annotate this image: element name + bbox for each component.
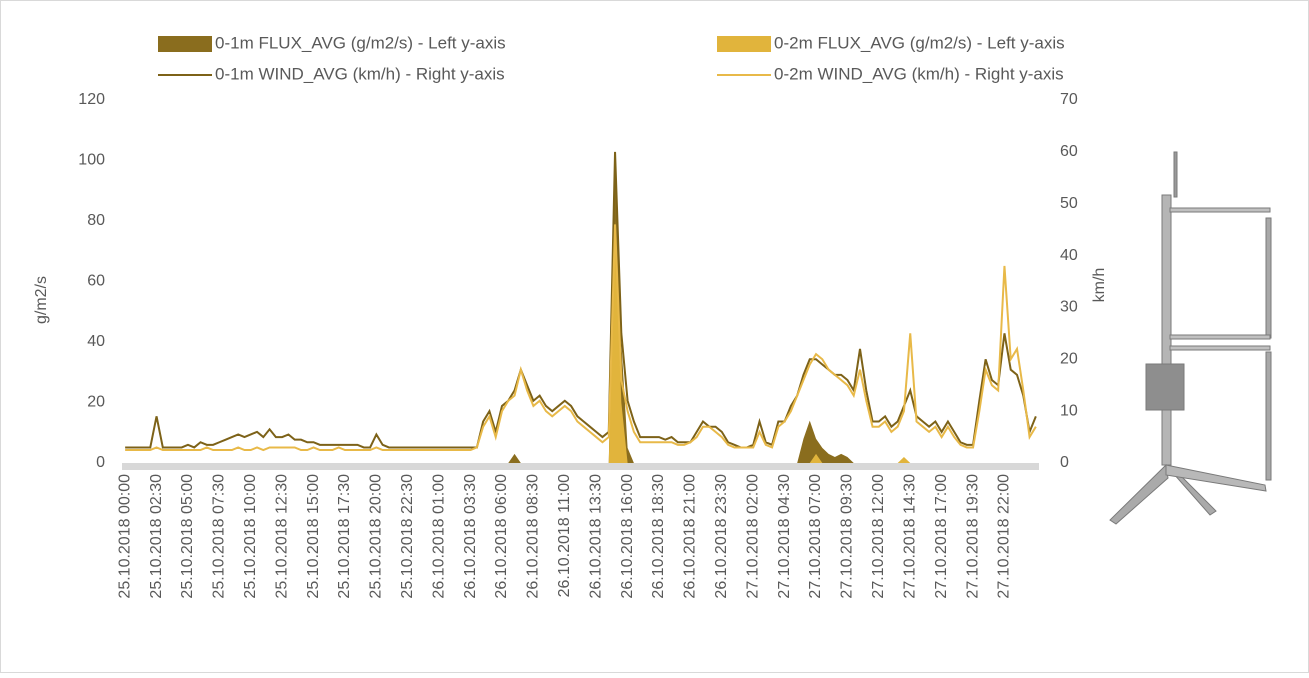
x-tick-label: 27.10.2018 09:30 — [839, 474, 856, 599]
x-tick-label: 26.10.2018 01:00 — [430, 474, 447, 599]
y-axis-title: g/m2/s — [33, 276, 50, 324]
mast-illustration — [1109, 151, 1272, 525]
x-tick-label: 26.10.2018 16:00 — [619, 474, 636, 599]
x-tick-label: 25.10.2018 00:00 — [116, 474, 133, 599]
x-tick-label: 27.10.2018 12:00 — [870, 474, 887, 599]
y-tick-label: 0 — [96, 454, 105, 471]
y2-tick-label: 70 — [1060, 91, 1078, 108]
x-tick-label: 27.10.2018 14:30 — [901, 474, 918, 599]
y2-tick-label: 30 — [1060, 299, 1078, 316]
x-tick-label: 25.10.2018 02:30 — [148, 474, 165, 599]
y-tick-label: 80 — [87, 212, 105, 229]
x-tick-label: 26.10.2018 06:00 — [493, 474, 510, 599]
axis-band — [122, 463, 1039, 470]
y2-tick-label: 40 — [1060, 247, 1078, 264]
x-tick-label: 25.10.2018 12:30 — [273, 474, 290, 599]
y2-axis-title: km/h — [1091, 268, 1108, 303]
legend-label: 0-2m WIND_AVG (km/h) - Right y-axis — [774, 64, 1064, 83]
x-tick-label: 27.10.2018 22:00 — [996, 474, 1013, 599]
x-tick-label: 27.10.2018 02:00 — [744, 474, 761, 599]
x-tick-label: 26.10.2018 11:00 — [556, 474, 573, 597]
x-tick-label: 25.10.2018 07:30 — [211, 474, 228, 599]
legend-label: 0-2m FLUX_AVG (g/m2/s) - Left y-axis — [774, 33, 1065, 52]
x-tick-label: 25.10.2018 05:00 — [179, 474, 196, 599]
legend-swatch — [158, 36, 212, 52]
x-tick-label: 26.10.2018 18:30 — [650, 474, 667, 599]
y2-tick-label: 50 — [1060, 195, 1078, 212]
y-tick-label: 100 — [78, 152, 105, 169]
x-tick-label: 26.10.2018 21:00 — [682, 474, 699, 599]
x-tick-label: 25.10.2018 17:30 — [336, 474, 353, 599]
x-tick-label: 26.10.2018 08:30 — [525, 474, 542, 599]
x-tick-label: 25.10.2018 22:30 — [399, 474, 416, 599]
legend-label: 0-1m FLUX_AVG (g/m2/s) - Left y-axis — [215, 33, 506, 52]
x-tick-label: 27.10.2018 19:30 — [964, 474, 981, 599]
x-tick-label: 26.10.2018 13:30 — [587, 474, 604, 599]
x-tick-label: 27.10.2018 04:30 — [776, 474, 793, 599]
y2-tick-label: 60 — [1060, 143, 1078, 160]
y-tick-label: 40 — [87, 333, 105, 350]
wind-line — [125, 151, 1037, 449]
x-tick-label: 25.10.2018 20:00 — [368, 474, 385, 599]
x-tick-label: 26.10.2018 03:30 — [462, 474, 479, 599]
x-tick-label: 26.10.2018 23:30 — [713, 474, 730, 599]
x-tick-label: 27.10.2018 07:00 — [807, 474, 824, 599]
x-tick-label: 25.10.2018 15:00 — [305, 474, 322, 599]
y2-tick-label: 0 — [1060, 454, 1069, 471]
y-tick-label: 60 — [87, 273, 105, 290]
y-tick-label: 120 — [78, 91, 105, 108]
legend-swatch — [717, 36, 771, 52]
y2-tick-label: 10 — [1060, 402, 1078, 419]
wind-line — [125, 224, 1037, 452]
legend-label: 0-1m WIND_AVG (km/h) - Right y-axis — [215, 64, 505, 83]
x-tick-label: 27.10.2018 17:00 — [933, 474, 950, 599]
y2-tick-label: 20 — [1060, 351, 1078, 368]
x-tick-label: 25.10.2018 10:00 — [242, 474, 259, 599]
y-tick-label: 20 — [87, 394, 105, 411]
